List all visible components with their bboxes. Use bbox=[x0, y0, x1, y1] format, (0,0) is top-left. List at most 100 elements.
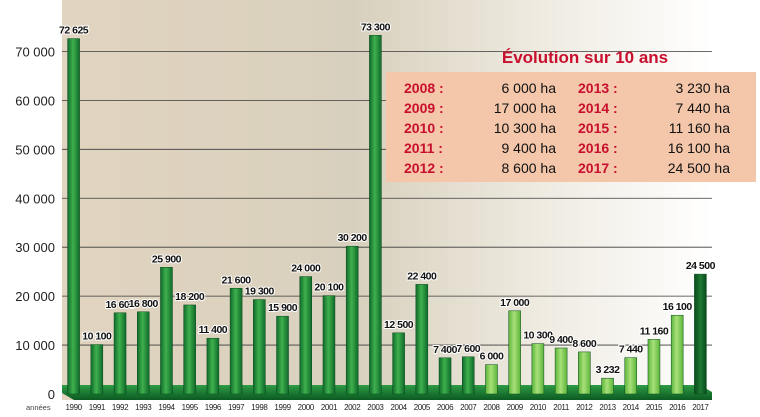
value-label: 10 300 bbox=[523, 330, 553, 342]
value-label: 15 900 bbox=[268, 302, 298, 314]
value-label: 21 600 bbox=[222, 274, 252, 286]
x-tick-label: 2015 bbox=[646, 403, 663, 412]
summary-value: 6 000 ha bbox=[501, 80, 557, 96]
value-label: 6 000 bbox=[480, 351, 504, 363]
bar-2010 bbox=[531, 343, 545, 395]
value-label: 9 400 bbox=[549, 334, 573, 346]
summary-value: 11 160 ha bbox=[668, 120, 730, 136]
x-tick-label: 2012 bbox=[576, 403, 593, 412]
summary-value: 9 400 ha bbox=[501, 140, 557, 156]
summary-year: 2013 : bbox=[578, 80, 618, 96]
bar-1992 bbox=[113, 312, 127, 395]
value-label: 16 100 bbox=[663, 301, 693, 313]
bar-1996 bbox=[206, 337, 220, 395]
x-tick-label: 1994 bbox=[158, 403, 175, 412]
x-tick-label: 2008 bbox=[483, 403, 500, 412]
y-tick-label: 20 000 bbox=[15, 289, 55, 304]
summary-row: 2017 : 24 500 ha bbox=[578, 158, 730, 178]
x-tick-label: 2005 bbox=[414, 403, 431, 412]
summary-value: 16 100 ha bbox=[667, 140, 730, 156]
bar-2004 bbox=[392, 332, 405, 395]
bar-1998 bbox=[253, 299, 266, 395]
value-label: 16 600 bbox=[105, 299, 135, 311]
x-tick-label: 2004 bbox=[391, 403, 408, 412]
x-tick-label: 1998 bbox=[251, 403, 268, 412]
value-label: 11 160 bbox=[640, 325, 669, 337]
x-tick-label: 2011 bbox=[553, 403, 570, 412]
bar-2000 bbox=[299, 276, 312, 395]
bar-1991 bbox=[90, 344, 104, 395]
summary-year: 2017 : bbox=[578, 160, 618, 176]
axis-baseline bbox=[62, 385, 712, 400]
bar-1999 bbox=[276, 315, 289, 395]
y-tick-label: 70 000 bbox=[15, 44, 55, 59]
value-label: 19 300 bbox=[245, 286, 275, 298]
summary-year: 2010 : bbox=[404, 120, 444, 136]
summary-year: 2012 : bbox=[404, 160, 444, 176]
x-tick-label: 1990 bbox=[66, 403, 83, 412]
summary-column-left: 2008 : 6 000 ha 2009 : 17 000 ha 2010 : 10 … bbox=[404, 78, 556, 178]
value-label: 30 200 bbox=[338, 232, 368, 244]
summary-row: 2011 : 9 400 ha bbox=[404, 138, 556, 158]
bar-2006 bbox=[438, 357, 452, 395]
bar-1990 bbox=[67, 38, 80, 395]
value-label: 73 300 bbox=[361, 21, 391, 33]
bar-1997 bbox=[229, 288, 243, 395]
bar-1994 bbox=[160, 267, 173, 395]
x-axis-prefix: années bbox=[26, 403, 51, 412]
value-label: 72 625 bbox=[59, 25, 89, 37]
summary-value: 24 500 ha bbox=[667, 160, 730, 176]
summary-row: 2016 : 16 100 ha bbox=[578, 138, 730, 158]
value-label: 22 400 bbox=[407, 270, 437, 282]
summary-row: 2012 : 8 600 ha bbox=[404, 158, 556, 178]
bar-2001 bbox=[322, 295, 336, 395]
summary-value: 8 600 ha bbox=[501, 160, 557, 176]
summary-row: 2014 : 7 440 ha bbox=[578, 98, 730, 118]
summary-row: 2009 : 17 000 ha bbox=[404, 98, 556, 118]
x-axis: 1990 1991 1992 1993 1994 1995 1996 1997 1998 1999… bbox=[26, 403, 710, 412]
summary-row: 2008 : 6 000 ha bbox=[404, 78, 556, 98]
summary-column-right: 2013 : 3 230 ha 2014 : 7 440 ha 2015 : 11 1… bbox=[578, 78, 730, 178]
value-label: 17 000 bbox=[500, 297, 530, 309]
x-tick-label: 2003 bbox=[367, 403, 384, 412]
value-label: 3 232 bbox=[596, 364, 620, 376]
bar-2017 bbox=[694, 273, 707, 395]
value-label: 10 100 bbox=[82, 331, 112, 343]
x-tick-label: 2002 bbox=[344, 403, 361, 412]
bar-1993 bbox=[137, 311, 150, 395]
bar-2016 bbox=[670, 314, 684, 395]
x-tick-label: 1991 bbox=[89, 403, 106, 412]
y-tick-label: 40 000 bbox=[15, 191, 55, 206]
summary-year: 2014 : bbox=[578, 100, 618, 116]
x-tick-label: 2016 bbox=[669, 403, 686, 412]
value-label: 7 440 bbox=[619, 344, 643, 356]
bar-2009 bbox=[508, 310, 521, 395]
bar-2013 bbox=[601, 377, 614, 395]
summary-value: 7 440 ha bbox=[675, 100, 731, 116]
summary-box bbox=[386, 72, 756, 182]
value-label: 7 400 bbox=[433, 344, 457, 356]
x-tick-label: 1997 bbox=[228, 403, 245, 412]
x-tick-label: 1992 bbox=[112, 403, 129, 412]
x-tick-label: 2014 bbox=[623, 403, 640, 412]
summary-year: 2008 : bbox=[404, 80, 444, 96]
bar-1995 bbox=[183, 304, 196, 395]
summary-year: 2015 : bbox=[578, 120, 618, 136]
x-tick-label: 2013 bbox=[599, 403, 616, 412]
bar-2003 bbox=[369, 35, 382, 395]
x-tick-label: 2017 bbox=[692, 403, 709, 412]
summary-value: 17 000 ha bbox=[493, 100, 556, 116]
bar-2014 bbox=[624, 357, 637, 395]
y-tick-label: 50 000 bbox=[15, 142, 55, 157]
value-label: 18 200 bbox=[175, 291, 205, 303]
x-tick-label: 1999 bbox=[274, 403, 291, 412]
value-label: 12 500 bbox=[384, 319, 414, 331]
y-tick-label: 60 000 bbox=[15, 93, 55, 108]
bars bbox=[67, 35, 707, 395]
summary-value: 10 300 ha bbox=[493, 120, 556, 136]
bar-2011 bbox=[554, 347, 568, 395]
value-label: 8 600 bbox=[572, 338, 596, 350]
value-label: 24 000 bbox=[291, 263, 321, 275]
summary-row: 2010 : 10 300 ha bbox=[404, 118, 556, 138]
